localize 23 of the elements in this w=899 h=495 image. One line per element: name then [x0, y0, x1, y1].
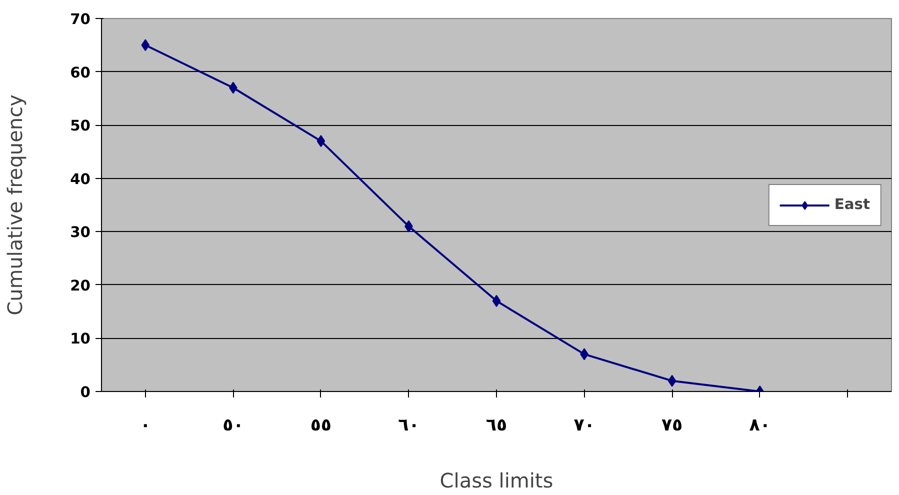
x-tick-label: ٠ — [140, 416, 151, 436]
x-tick-label: ٥٠ — [222, 416, 244, 436]
point — [492, 294, 501, 307]
x-tick-label: ٧٠ — [574, 416, 595, 436]
y-tick-label: 10 — [70, 330, 91, 348]
point — [668, 374, 676, 387]
point — [141, 39, 150, 52]
x-tick-label: ٦٠ — [398, 416, 420, 436]
y-tick-label: 50 — [70, 118, 91, 135]
x-tick-label: ٧٥ — [661, 416, 683, 436]
y-axis-title: Cumulative frequency — [3, 94, 28, 316]
y-tick-label: 30 — [70, 224, 91, 242]
x-tick-label: ٨٠ — [749, 416, 770, 436]
y-tick-label: 0 — [80, 384, 91, 401]
x-tick-label: ٦٥ — [486, 416, 508, 436]
y-tick-label: 20 — [70, 277, 91, 294]
y-tick-label: 70 — [70, 11, 91, 28]
y-tick-label: 60 — [70, 64, 91, 82]
legend-label: East — [834, 196, 870, 213]
y-tick-label: 40 — [70, 170, 91, 188]
x-axis-title: Class limits — [440, 468, 554, 492]
x-tick-label: ٥٥ — [310, 416, 332, 436]
point — [316, 135, 326, 148]
